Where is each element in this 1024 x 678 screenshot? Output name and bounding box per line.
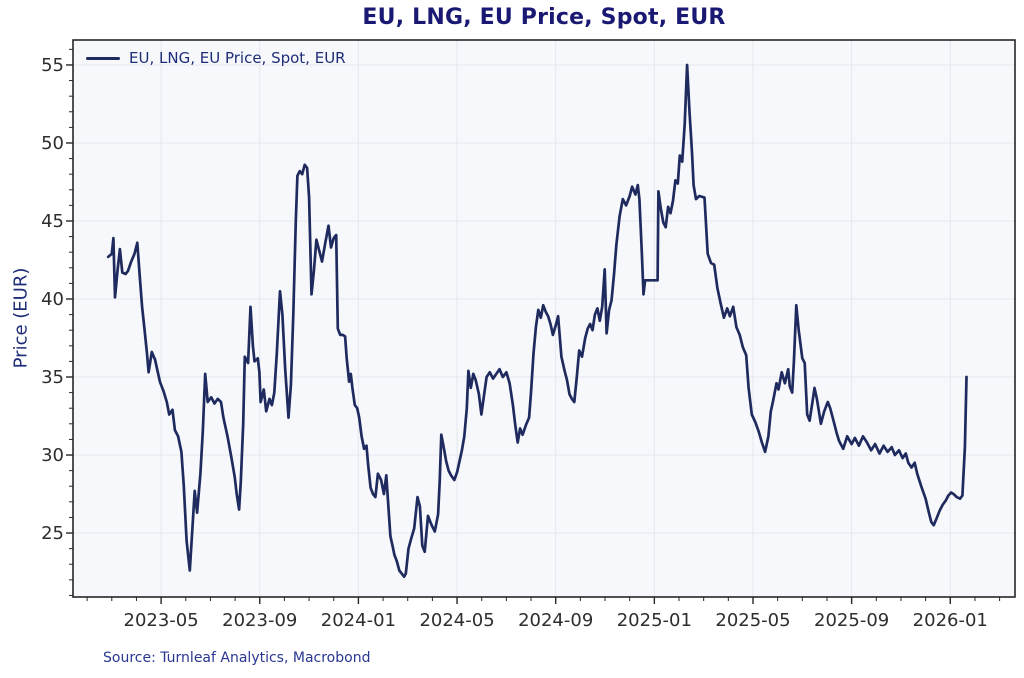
axis-tick-marks bbox=[66, 48, 1001, 604]
series-path bbox=[106, 63, 968, 579]
source-note: Source: Turnleaf Analytics, Macrobond bbox=[103, 650, 371, 666]
x-tick-label: 2024-01 bbox=[321, 610, 396, 631]
x-tick-label: 2025-01 bbox=[617, 610, 692, 631]
plot-background bbox=[73, 40, 1015, 597]
x-tick-label: 2023-09 bbox=[222, 610, 297, 631]
x-tick-label: 2024-09 bbox=[518, 610, 593, 631]
x-tick-label: 2026-01 bbox=[913, 610, 988, 631]
x-tick-label: 2025-05 bbox=[715, 610, 790, 631]
y-tick-label: 35 bbox=[41, 367, 64, 388]
price-series-line bbox=[106, 63, 968, 579]
x-tick-label: 2025-09 bbox=[814, 610, 889, 631]
y-tick-label: 45 bbox=[41, 211, 64, 232]
y-tick-label: 55 bbox=[41, 55, 64, 76]
y-axis-label: Price (EUR) bbox=[10, 267, 32, 369]
legend: EU, LNG, EU Price, Spot, EUR bbox=[86, 49, 346, 67]
plot-border bbox=[72, 39, 1016, 598]
x-tick-labels: 2023-05 2023-09 2024-01 2024-05 2024-09 2025-… bbox=[124, 610, 988, 631]
y-tick-label: 25 bbox=[41, 523, 64, 544]
chart-title: EU, LNG, EU Price, Spot, EUR bbox=[362, 5, 726, 30]
x-tick-label: 2024-05 bbox=[419, 610, 494, 631]
x-tick-label: 2023-05 bbox=[124, 610, 199, 631]
plot-area bbox=[73, 40, 1015, 597]
y-tick-label: 40 bbox=[41, 289, 64, 310]
axes-spines bbox=[72, 39, 1016, 598]
y-tick-label: 50 bbox=[41, 133, 64, 154]
legend-line-swatch bbox=[86, 56, 120, 60]
y-tick-label: 30 bbox=[41, 445, 64, 466]
y-tick-labels: 25 30 35 40 45 50 55 bbox=[41, 55, 64, 544]
legend-label: EU, LNG, EU Price, Spot, EUR bbox=[129, 49, 346, 67]
